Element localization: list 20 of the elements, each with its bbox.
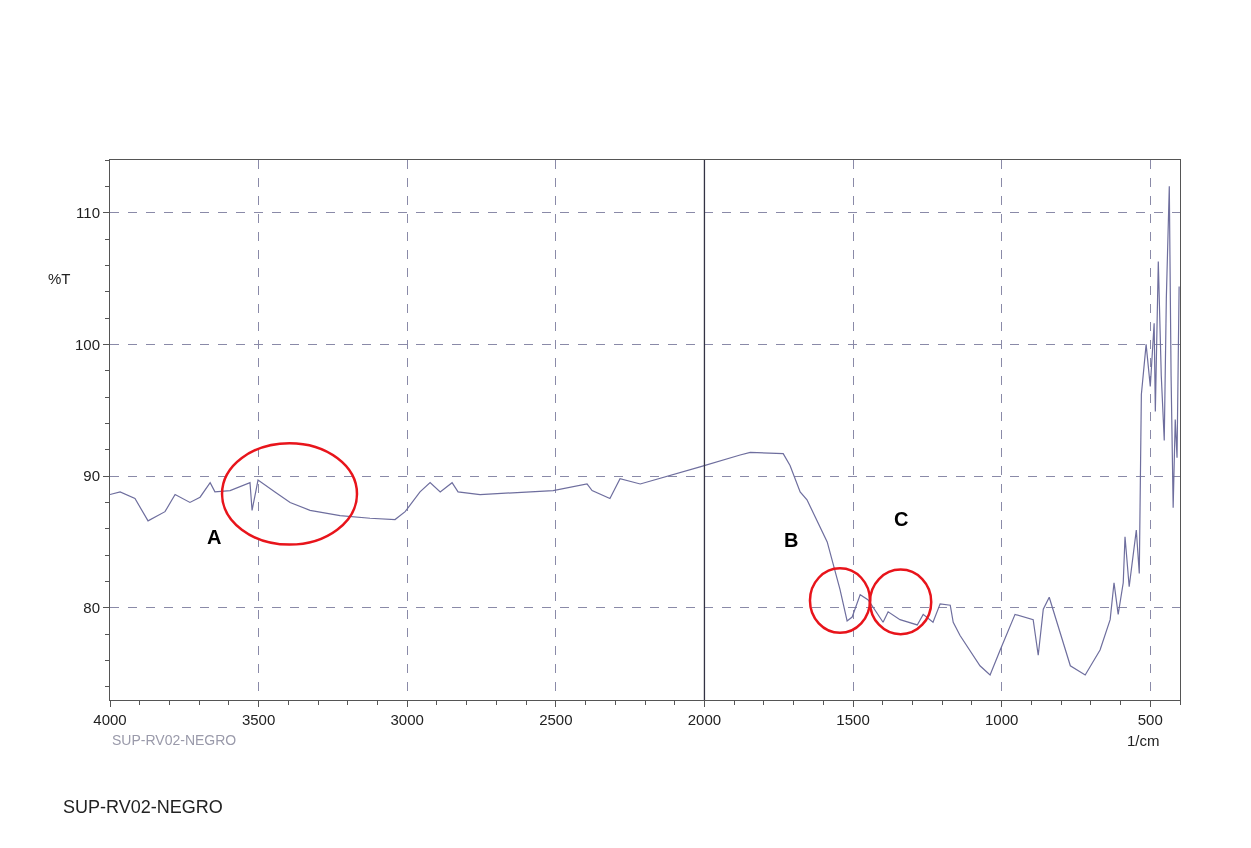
text: SUP-RV02-NEGRO <box>63 797 223 817</box>
x-tick-label: 2000 <box>687 711 722 728</box>
x-tick-label: 1500 <box>836 711 870 728</box>
line-series <box>110 185 1180 676</box>
x-tick-label: 3500 <box>241 711 276 728</box>
x-axis-title: 1/cm <box>1127 732 1160 749</box>
y-tick-label: 100 <box>74 335 100 353</box>
x-tick-label: 4000 <box>93 711 127 728</box>
annotation: B <box>784 529 799 551</box>
annotation: C <box>894 508 909 530</box>
y-axis-title: %T <box>48 270 71 287</box>
text: SUP-RV02-NEGRO <box>112 732 237 748</box>
y-tick-label: 110 <box>76 203 100 221</box>
annotation: A <box>207 526 222 548</box>
y-tick-label: 80 <box>83 599 100 617</box>
y-tick-label: 90 <box>83 467 100 485</box>
x-tick-label: 500 <box>1137 711 1163 728</box>
x-tick-label: 1000 <box>984 711 1019 728</box>
x-tick-label: 3000 <box>390 711 424 728</box>
x-tick-label: 2500 <box>539 711 573 728</box>
